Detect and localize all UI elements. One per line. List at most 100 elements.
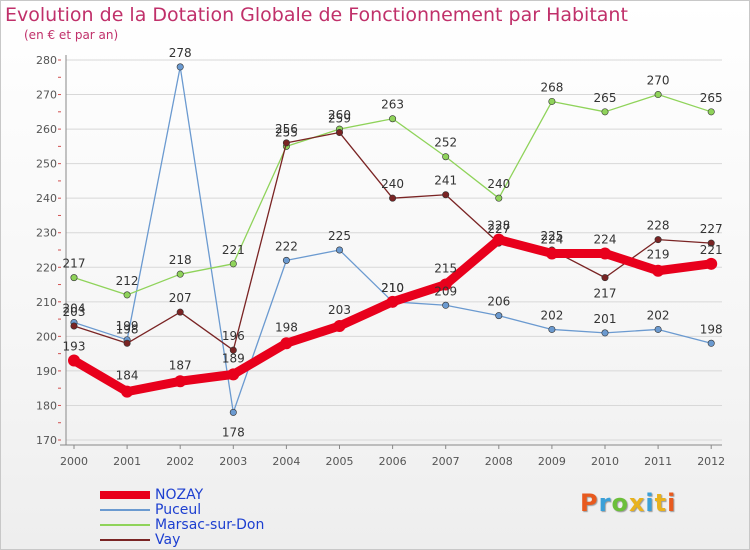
data-point-marsac-sur-don (229, 260, 237, 268)
y-tick-label: 180 (36, 399, 57, 412)
data-point-marsac-sur-don (123, 291, 131, 299)
legend-swatch-marsac-sur-don (100, 524, 150, 526)
data-label-marsac-sur-don: 260 (328, 108, 351, 122)
x-tick-label: 2003 (219, 455, 247, 468)
data-label-vay: 198 (116, 322, 139, 336)
data-point-puceul (442, 301, 450, 309)
data-label-vay: 217 (594, 287, 617, 301)
data-point-marsac-sur-don (70, 274, 78, 282)
data-point-nozay (68, 354, 80, 367)
data-point-vay (389, 194, 397, 202)
x-tick-label: 2009 (538, 455, 566, 468)
y-tick-label: 230 (36, 227, 57, 240)
data-point-puceul (654, 325, 662, 333)
data-label-puceul: 199 (116, 319, 139, 333)
data-label-nozay: 215 (434, 262, 457, 276)
data-label-marsac-sur-don: 270 (647, 74, 670, 88)
series-lines (68, 63, 718, 416)
x-tick-label: 2001 (113, 455, 141, 468)
legend-label-vay: Vay (155, 532, 181, 548)
y-tick-label: 270 (36, 89, 57, 102)
data-point-nozay (386, 295, 399, 308)
data-label-nozay: 224 (540, 232, 563, 246)
data-point-marsac-sur-don (389, 115, 397, 123)
data-label-vay: 196 (222, 329, 245, 343)
logo-letter: i (667, 489, 677, 517)
data-label-nozay: 198 (275, 320, 298, 334)
data-label-marsac-sur-don: 265 (594, 91, 617, 105)
x-tick-label: 2005 (326, 455, 354, 468)
proxiti-logo: Proxiti (580, 489, 676, 517)
data-label-marsac-sur-don: 252 (434, 136, 457, 150)
data-label-puceul: 204 (63, 302, 86, 316)
legend-swatch-nozay (100, 491, 150, 499)
data-label-nozay: 228 (487, 219, 510, 233)
y-tick-label: 200 (36, 330, 57, 343)
data-label-marsac-sur-don: 217 (63, 257, 86, 271)
legend-swatch-puceul (100, 509, 150, 511)
y-tick-label: 250 (36, 158, 57, 171)
data-label-puceul: 278 (169, 46, 192, 60)
chart-subtitle: (en € et par an) (24, 28, 119, 42)
data-point-nozay (121, 385, 134, 398)
x-tick-label: 2008 (485, 455, 513, 468)
y-tick-label: 260 (36, 123, 57, 136)
data-point-puceul (335, 246, 343, 254)
legend-label-marsac-sur-don: Marsac-sur-Don (155, 517, 265, 533)
data-point-marsac-sur-don (654, 91, 662, 99)
data-point-nozay (705, 257, 718, 270)
data-label-puceul: 198 (700, 322, 723, 336)
data-label-nozay: 203 (328, 303, 351, 317)
logo-letter: x (628, 489, 646, 517)
x-tick-label: 2012 (697, 455, 725, 468)
x-tick-label: 2011 (644, 455, 672, 468)
data-point-puceul (601, 329, 609, 337)
data-label-puceul: 202 (647, 308, 670, 322)
data-label-nozay: 221 (700, 243, 723, 257)
data-label-vay: 227 (487, 222, 510, 236)
x-tick-label: 2006 (379, 455, 407, 468)
data-point-vay (335, 129, 343, 137)
y-tick-label: 280 (36, 54, 57, 67)
y-tick-label: 190 (36, 365, 57, 378)
data-label-puceul: 202 (540, 308, 563, 322)
data-point-marsac-sur-don (176, 270, 184, 278)
logo-letter: i (645, 489, 655, 517)
data-label-marsac-sur-don: 268 (540, 80, 563, 94)
x-tick-label: 2010 (591, 455, 619, 468)
data-point-puceul (176, 63, 184, 71)
data-point-vay (654, 236, 662, 244)
legend-swatch-vay (100, 539, 150, 541)
data-label-puceul: 210 (381, 281, 404, 295)
data-label-puceul: 222 (275, 239, 298, 253)
data-point-vay (229, 346, 237, 354)
data-label-nozay: 184 (116, 369, 139, 383)
data-point-nozay (174, 375, 187, 388)
data-label-nozay: 224 (594, 232, 617, 246)
y-tick-label: 170 (36, 434, 57, 447)
data-label-puceul: 225 (328, 229, 351, 243)
data-point-vay (442, 191, 450, 199)
data-point-vay (282, 139, 290, 147)
y-tick-label: 240 (36, 192, 57, 205)
data-label-vay: 241 (434, 174, 457, 188)
data-point-nozay (545, 247, 558, 260)
data-point-nozay (439, 278, 452, 291)
data-label-puceul: 206 (487, 295, 510, 309)
x-tick-label: 2000 (60, 455, 88, 468)
data-point-nozay (333, 320, 346, 332)
data-point-nozay (227, 368, 240, 381)
chart-title: Evolution de la Dotation Globale de Fonc… (5, 4, 628, 26)
data-point-puceul (707, 339, 715, 347)
x-tick-label: 2004 (272, 455, 300, 468)
data-label-vay: 228 (647, 219, 670, 233)
data-label-vay: 256 (275, 122, 298, 136)
data-label-marsac-sur-don: 221 (222, 243, 245, 257)
data-point-puceul (495, 312, 503, 320)
logo-letter: o (611, 489, 629, 517)
y-tick-label: 220 (36, 261, 57, 274)
axes: 170 180 190 200 210 220 230 240 250 260 270 280 2000… (36, 54, 725, 468)
data-label-marsac-sur-don: 218 (169, 253, 192, 267)
